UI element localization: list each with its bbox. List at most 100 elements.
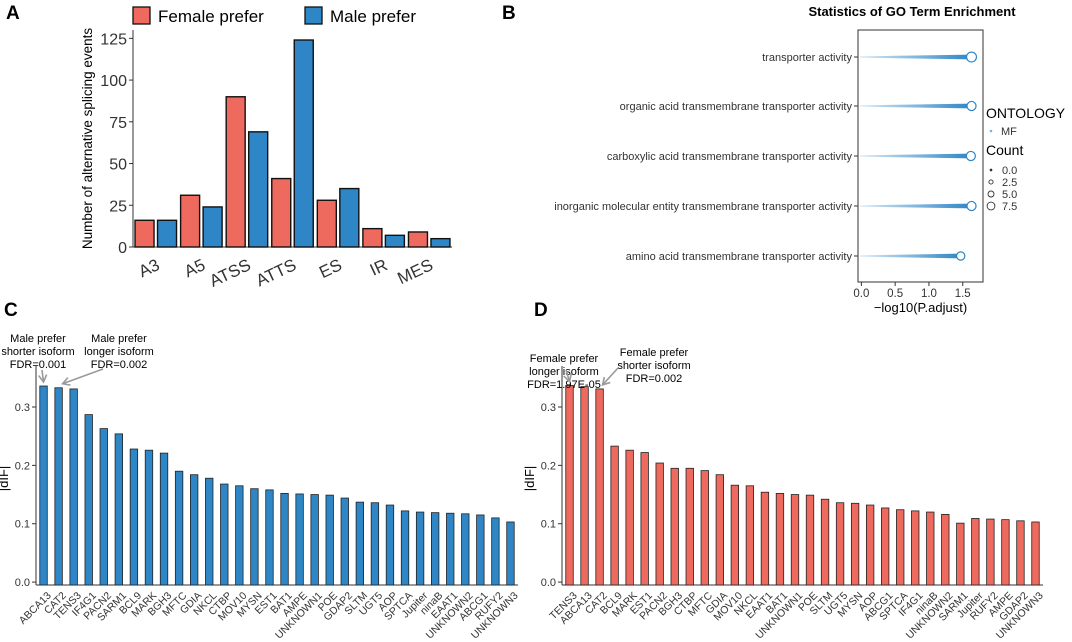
annotation-line: FDR=0.002 xyxy=(91,359,148,371)
bar-mov10 xyxy=(235,485,244,586)
y-axis-title: |dIF| xyxy=(522,466,537,492)
bar-unknown3 xyxy=(506,521,515,586)
x-axis-title: −log10(P.adjust) xyxy=(874,300,967,315)
y-tick-label: 0.1 xyxy=(541,519,556,531)
bar-ctbp xyxy=(220,483,229,586)
lollipop-head-inorganic-molecular-entity-transmembrane-transporter-activity xyxy=(966,200,977,212)
lollipop-head-transporter-activity xyxy=(965,51,978,63)
y-axis-title: Number of alternative splicing events xyxy=(80,28,95,250)
bar-ampe xyxy=(295,493,304,586)
bar-female-prefer-a5 xyxy=(179,194,201,248)
bar-male-prefer-mes xyxy=(430,237,451,248)
y-tick-label: 0.0 xyxy=(15,577,30,589)
bar-jupiter xyxy=(971,518,980,586)
bar-female-prefer-atts xyxy=(271,177,292,248)
bar-poe xyxy=(805,494,815,586)
bar-pacn2 xyxy=(655,462,664,586)
bar-unknown3 xyxy=(1031,521,1040,586)
x-tick-label: 0.5 xyxy=(887,288,903,300)
legend-count-label: 7.5 xyxy=(1002,201,1017,213)
y-tick-label: 0.3 xyxy=(541,402,556,414)
x-tick-label-a5: A5 xyxy=(181,255,208,281)
legend-ontology-dot xyxy=(989,129,993,133)
x-tick-label: 0.0 xyxy=(853,288,869,300)
y-tick-label-amino-acid-transmembrane-transporter-activity: amino acid transmembrane transporter act… xyxy=(626,251,853,263)
bar-bcl9 xyxy=(610,445,619,586)
x-tick-label-ir: IR xyxy=(367,255,390,279)
x-tick-label-es: ES xyxy=(316,255,345,282)
bar-male-prefer-es xyxy=(339,187,360,248)
y-tick-label-carboxylic-acid-transmembrane-transporter-activity: carboxylic acid transmembrane transporte… xyxy=(607,151,853,163)
bar-mov10 xyxy=(730,484,740,586)
bar-gdia xyxy=(190,474,199,586)
bar-ninab xyxy=(431,512,440,586)
x-tick-label-a3: A3 xyxy=(136,255,163,281)
bar-ugt5 xyxy=(835,502,845,586)
bar-ugt5 xyxy=(370,502,380,586)
bar-gdia xyxy=(715,474,724,586)
x-tick-label: 1.5 xyxy=(955,288,971,300)
chart-d-female-dif: 0.00.10.20.3|dIF|TENS3ABCA13CAT2BCL9MARK… xyxy=(522,347,1046,642)
bar-bat1 xyxy=(280,492,289,586)
bar-mark xyxy=(144,449,154,586)
lollipop-stick-organic-acid-transmembrane-transporter-activity xyxy=(860,103,972,109)
annotation-arrow-shaft xyxy=(601,367,619,386)
y-tick-label: 0.0 xyxy=(541,577,556,589)
annotation-line: shorter isoform xyxy=(1,346,74,358)
bar-bcl9 xyxy=(129,448,139,586)
bar-abcg1 xyxy=(881,507,890,586)
panel-label-c: C xyxy=(4,300,18,321)
bar-if4g1 xyxy=(84,414,93,586)
panel-label-b: B xyxy=(502,3,516,24)
bar-abca13 xyxy=(580,386,589,586)
annotation-line: FDR=1.97E-05 xyxy=(527,379,601,391)
y-tick-label: 0 xyxy=(118,240,127,257)
bar-sarm1 xyxy=(114,433,123,586)
y-tick-label: 0.1 xyxy=(15,519,30,531)
legend-ontology-mf: MF xyxy=(1001,126,1017,138)
legend-count-circle xyxy=(986,201,996,211)
bar-mysn xyxy=(850,502,860,586)
annotation-arrow-shaft xyxy=(565,369,571,382)
legend-count-title: Count xyxy=(986,142,1023,158)
bar-female-prefer-ir xyxy=(362,227,383,248)
y-tick-label: 75 xyxy=(109,115,127,132)
bar-nkcl xyxy=(745,485,755,586)
bar-est1 xyxy=(265,489,274,586)
lollipop-stick-transporter-activity xyxy=(860,54,972,60)
bar-sptca xyxy=(400,510,410,586)
lollipop-head-organic-acid-transmembrane-transporter-activity xyxy=(966,100,977,112)
legend-count-circle xyxy=(987,190,995,198)
bar-abcg1 xyxy=(476,514,485,586)
y-tick-label: 0.2 xyxy=(541,460,556,472)
panel-label-d: D xyxy=(534,300,548,321)
annotation-line: FDR=0.001 xyxy=(10,359,67,371)
bar-pacn2 xyxy=(99,428,108,586)
legend-label-male-prefer: Male prefer xyxy=(330,7,416,26)
bar-mftc xyxy=(700,470,709,586)
bar-tens3 xyxy=(565,385,574,586)
legend-count-circle xyxy=(989,168,993,172)
annotation-line: longer isoform xyxy=(84,346,154,358)
bar-aop xyxy=(865,504,875,586)
bar-poe xyxy=(325,494,334,586)
bar-unknown1 xyxy=(790,494,800,586)
x-tick-label-atts: ATTS xyxy=(253,255,299,290)
chart-b-go-enrichment: Statistics of GO Term Enrichment transpor… xyxy=(554,4,1066,315)
y-tick-label-organic-acid-transmembrane-transporter-activity: organic acid transmembrane transporter a… xyxy=(620,101,853,113)
bar-cat2 xyxy=(54,387,63,586)
x-tick-label-mes: MES xyxy=(395,255,436,288)
legend-count-circle xyxy=(988,179,994,185)
bar-aop xyxy=(385,504,395,586)
bar-male-prefer-ir xyxy=(384,234,406,248)
bar-ctbp xyxy=(685,467,694,586)
y-tick-label: 125 xyxy=(100,31,127,48)
bar-unknown2 xyxy=(461,513,470,586)
bar-ampe xyxy=(1001,519,1010,586)
bar-bgh3 xyxy=(670,467,679,586)
lollipop-stick-amino-acid-transmembrane-transporter-activity xyxy=(860,253,961,259)
bar-eaat1 xyxy=(446,512,455,586)
bar-abca13 xyxy=(39,385,48,586)
bar-male-prefer-a5 xyxy=(202,206,223,248)
